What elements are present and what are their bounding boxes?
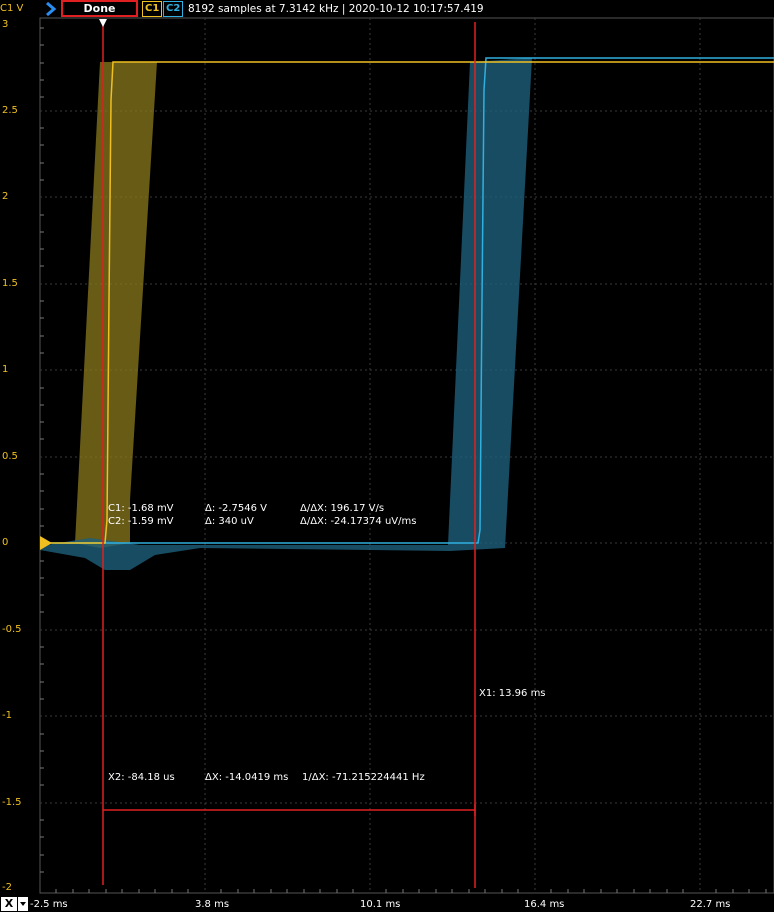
y-tick-label: 1.5: [2, 278, 18, 289]
c1-rate-readout: Δ/ΔX: 196.17 V/s: [300, 503, 385, 514]
toolbar: [0, 0, 774, 19]
x-tick-label: 16.4 ms: [524, 899, 565, 910]
c2-delta-readout: Δ: 340 uV: [205, 516, 254, 527]
y-tick-label: -0.5: [2, 624, 22, 635]
x-tick-label: 3.8 ms: [195, 899, 230, 910]
y-tick-label: 2.5: [2, 105, 18, 116]
c1-delta-readout: Δ: -2.7546 V: [205, 503, 268, 514]
x2-cursor-readout: X2: -84.18 us: [108, 772, 175, 783]
x-tick-label: -2.5 ms: [30, 899, 68, 910]
y-tick-label: 0: [2, 537, 9, 548]
grid: [40, 18, 774, 893]
trigger-position-marker[interactable]: [99, 19, 107, 27]
y-tick-label: -2: [2, 882, 12, 893]
x-axis-button[interactable]: X: [1, 897, 17, 911]
channel1-trace: [40, 61, 774, 544]
plot-frame: [39, 17, 774, 894]
channel1-ground-marker[interactable]: [40, 536, 52, 550]
x-axis-bar: [0, 895, 774, 912]
c1-value-readout: C1: -1.68 mV: [108, 503, 174, 514]
c2-value-readout: C2: -1.59 mV: [108, 516, 174, 527]
channel1-toggle[interactable]: C1: [142, 1, 163, 17]
minor-ticks: [40, 27, 767, 893]
y-tick-label: 1: [2, 364, 9, 375]
y-tick-label: -1: [2, 710, 12, 721]
y-tick-label: 3: [2, 19, 9, 30]
y-tick-label: 2: [2, 191, 9, 202]
channel2-trace: [40, 57, 774, 544]
channel2-envelope: [40, 58, 532, 570]
run-chevron-icon[interactable]: [44, 2, 58, 16]
channel1-envelope: [75, 62, 157, 548]
x-tick-label: 22.7 ms: [690, 899, 731, 910]
y-tick-label: -1.5: [2, 797, 22, 808]
x1-cursor-readout: X1: 13.96 ms: [479, 688, 546, 699]
inverse-delta-x-readout: 1/ΔX: -71.215224441 Hz: [302, 772, 425, 783]
c2-rate-readout: Δ/ΔX: -24.17374 uV/ms: [300, 516, 417, 527]
delta-x-readout: ΔX: -14.0419 ms: [205, 772, 289, 783]
channel2-toggle[interactable]: C2: [163, 1, 184, 17]
acquisition-status: 8192 samples at 7.3142 kHz | 2020-10-12 …: [188, 3, 484, 15]
run-state-button[interactable]: Done: [61, 0, 138, 17]
y-axis-channel-label: C1 V: [0, 3, 24, 14]
x-axis-dropdown-icon[interactable]: [18, 897, 28, 911]
x-tick-label: 10.1 ms: [360, 899, 401, 910]
y-tick-label: 0.5: [2, 451, 18, 462]
